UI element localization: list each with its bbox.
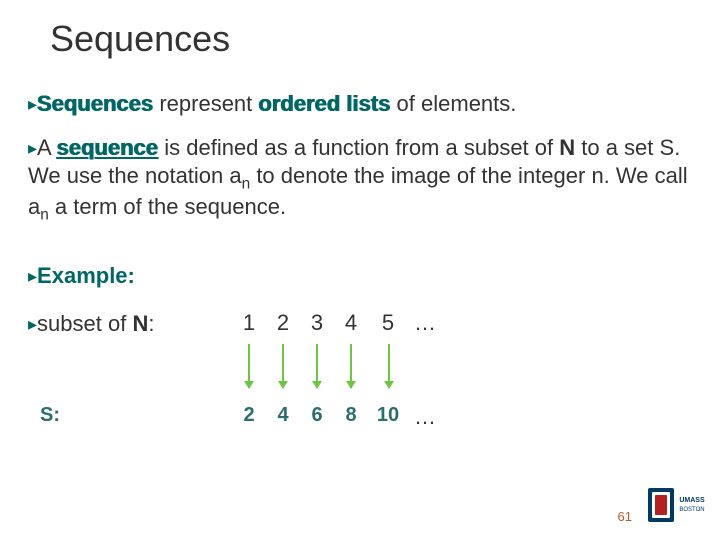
s-label: S: [40, 404, 60, 427]
ellipsis: … [414, 310, 436, 336]
page-number: 61 [618, 509, 632, 524]
text: of elements. [390, 91, 516, 116]
n-value: 4 [334, 310, 368, 336]
text: is defined as a function from a subset o… [158, 135, 559, 160]
subset-label: subset of [37, 311, 132, 336]
s-value: 2 [232, 404, 266, 430]
arrow-icon [248, 344, 250, 388]
term-sequences: Sequences [37, 91, 153, 116]
s-value: 6 [300, 404, 334, 430]
svg-text:BOSTON: BOSTON [679, 507, 704, 513]
example-label: Example: [37, 263, 135, 288]
colon: : [148, 311, 154, 336]
bullet-icon: ▸ [28, 314, 37, 334]
subscript-n: n [40, 207, 49, 224]
n-value: 5 [368, 310, 408, 336]
subscript-n: n [242, 175, 251, 192]
s-value: 10 [368, 404, 408, 430]
arrow-icon [316, 344, 318, 388]
umass-boston-logo: UMASS BOSTON [648, 488, 712, 534]
top-numbers: 1 2 3 4 5 … [232, 310, 436, 336]
n-value: 1 [232, 310, 266, 336]
arrow-icon [282, 344, 284, 388]
bullet-1: ▸Sequences represent ordered lists of el… [28, 90, 700, 118]
slide-title: Sequences [50, 18, 230, 60]
svg-text:UMASS: UMASS [679, 497, 705, 504]
bullet-icon: ▸ [28, 138, 37, 158]
bottom-numbers: 2 4 6 8 10 … [232, 404, 436, 430]
arrow-icon [350, 344, 352, 388]
text: a term of the sequence. [49, 194, 286, 219]
n-value: 2 [266, 310, 300, 336]
text: represent [153, 91, 258, 116]
ellipsis: … [414, 404, 436, 430]
subset-N: N [132, 311, 148, 336]
n-value: 3 [300, 310, 334, 336]
bullet-2: ▸A sequence is defined as a function fro… [28, 134, 700, 225]
bullet-icon: ▸ [28, 94, 37, 114]
bullet-example: ▸Example: [28, 262, 700, 290]
s-value: 8 [334, 404, 368, 430]
text: A [37, 135, 57, 160]
term-sequence: sequence [57, 135, 159, 160]
term-ordered-lists: ordered lists [258, 91, 390, 116]
s-value: 4 [266, 404, 300, 430]
arrow-icon [388, 344, 390, 388]
bullet-icon: ▸ [28, 266, 37, 286]
set-N: N [559, 135, 575, 160]
